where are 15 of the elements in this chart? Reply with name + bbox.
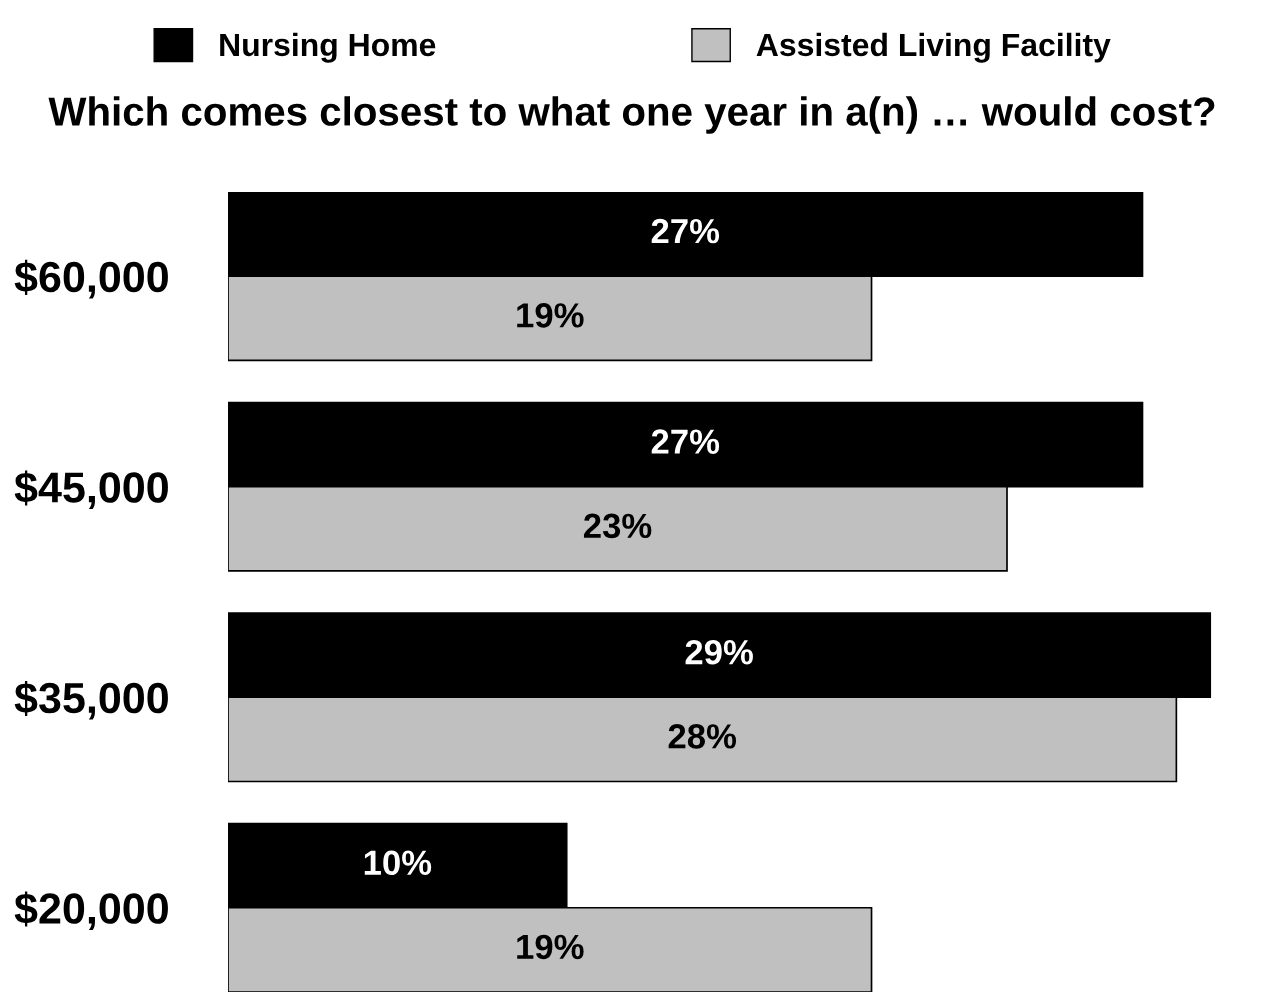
data-label: 19% xyxy=(517,934,584,960)
y-tick-label: $45,000 xyxy=(14,470,168,509)
data-label: 10% xyxy=(364,850,432,875)
data-label: 27% xyxy=(651,218,720,244)
y-tick-label: $60,000 xyxy=(14,259,168,299)
chart-title: Which comes closest to what one year in a(n) … would cost? xyxy=(48,96,1215,134)
data-label: 28% xyxy=(668,724,737,749)
y-tick-label: $35,000 xyxy=(14,680,168,720)
data-label: 29% xyxy=(685,639,753,665)
legend-label: Assisted Living Facility xyxy=(756,32,1111,63)
data-label: 27% xyxy=(651,429,720,454)
y-tick-label: $20,000 xyxy=(14,891,168,931)
data-label: 19% xyxy=(517,303,584,328)
data-label: 23% xyxy=(583,513,652,539)
legend-label: Nursing Home xyxy=(220,32,436,63)
